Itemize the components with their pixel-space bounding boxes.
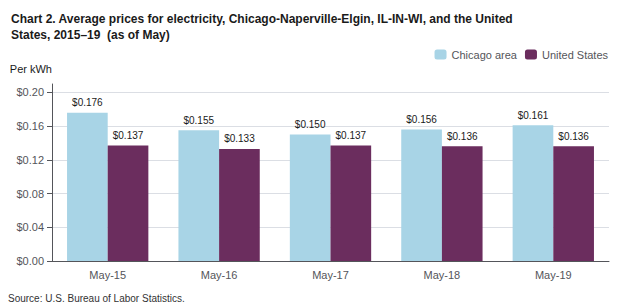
svg-text:$0.04: $0.04 [16,221,44,233]
svg-text:$0.155: $0.155 [183,115,214,126]
svg-text:Chart 2. Average prices for el: Chart 2. Average prices for electricity,… [11,12,513,26]
svg-text:May-16: May-16 [201,269,238,281]
svg-text:$0.137: $0.137 [336,130,367,141]
svg-text:United States: United States [542,49,609,61]
svg-text:$0.16: $0.16 [16,120,44,132]
svg-text:May-19: May-19 [535,269,572,281]
svg-text:States, 2015–19 (as of May): States, 2015–19 (as of May) [11,28,170,42]
svg-text:$0.156: $0.156 [406,114,437,125]
svg-text:$0.137: $0.137 [113,130,144,141]
svg-text:$0.20: $0.20 [16,86,44,98]
svg-text:$0.150: $0.150 [295,119,326,130]
svg-text:$0.00: $0.00 [16,255,44,267]
svg-text:$0.136: $0.136 [558,131,589,142]
svg-text:$0.12: $0.12 [16,154,44,166]
svg-text:$0.133: $0.133 [224,133,255,144]
svg-text:May-15: May-15 [89,269,126,281]
svg-text:Chicago area: Chicago area [452,49,518,61]
svg-text:$0.161: $0.161 [518,110,549,121]
svg-text:May-18: May-18 [424,269,461,281]
svg-text:$0.176: $0.176 [72,97,103,108]
svg-text:Per kWh: Per kWh [10,63,52,75]
svg-text:$0.08: $0.08 [16,188,44,200]
svg-text:Source: U.S. Bureau of Labor S: Source: U.S. Bureau of Labor Statistics. [8,293,185,304]
svg-text:$0.136: $0.136 [447,131,478,142]
svg-text:May-17: May-17 [312,269,349,281]
